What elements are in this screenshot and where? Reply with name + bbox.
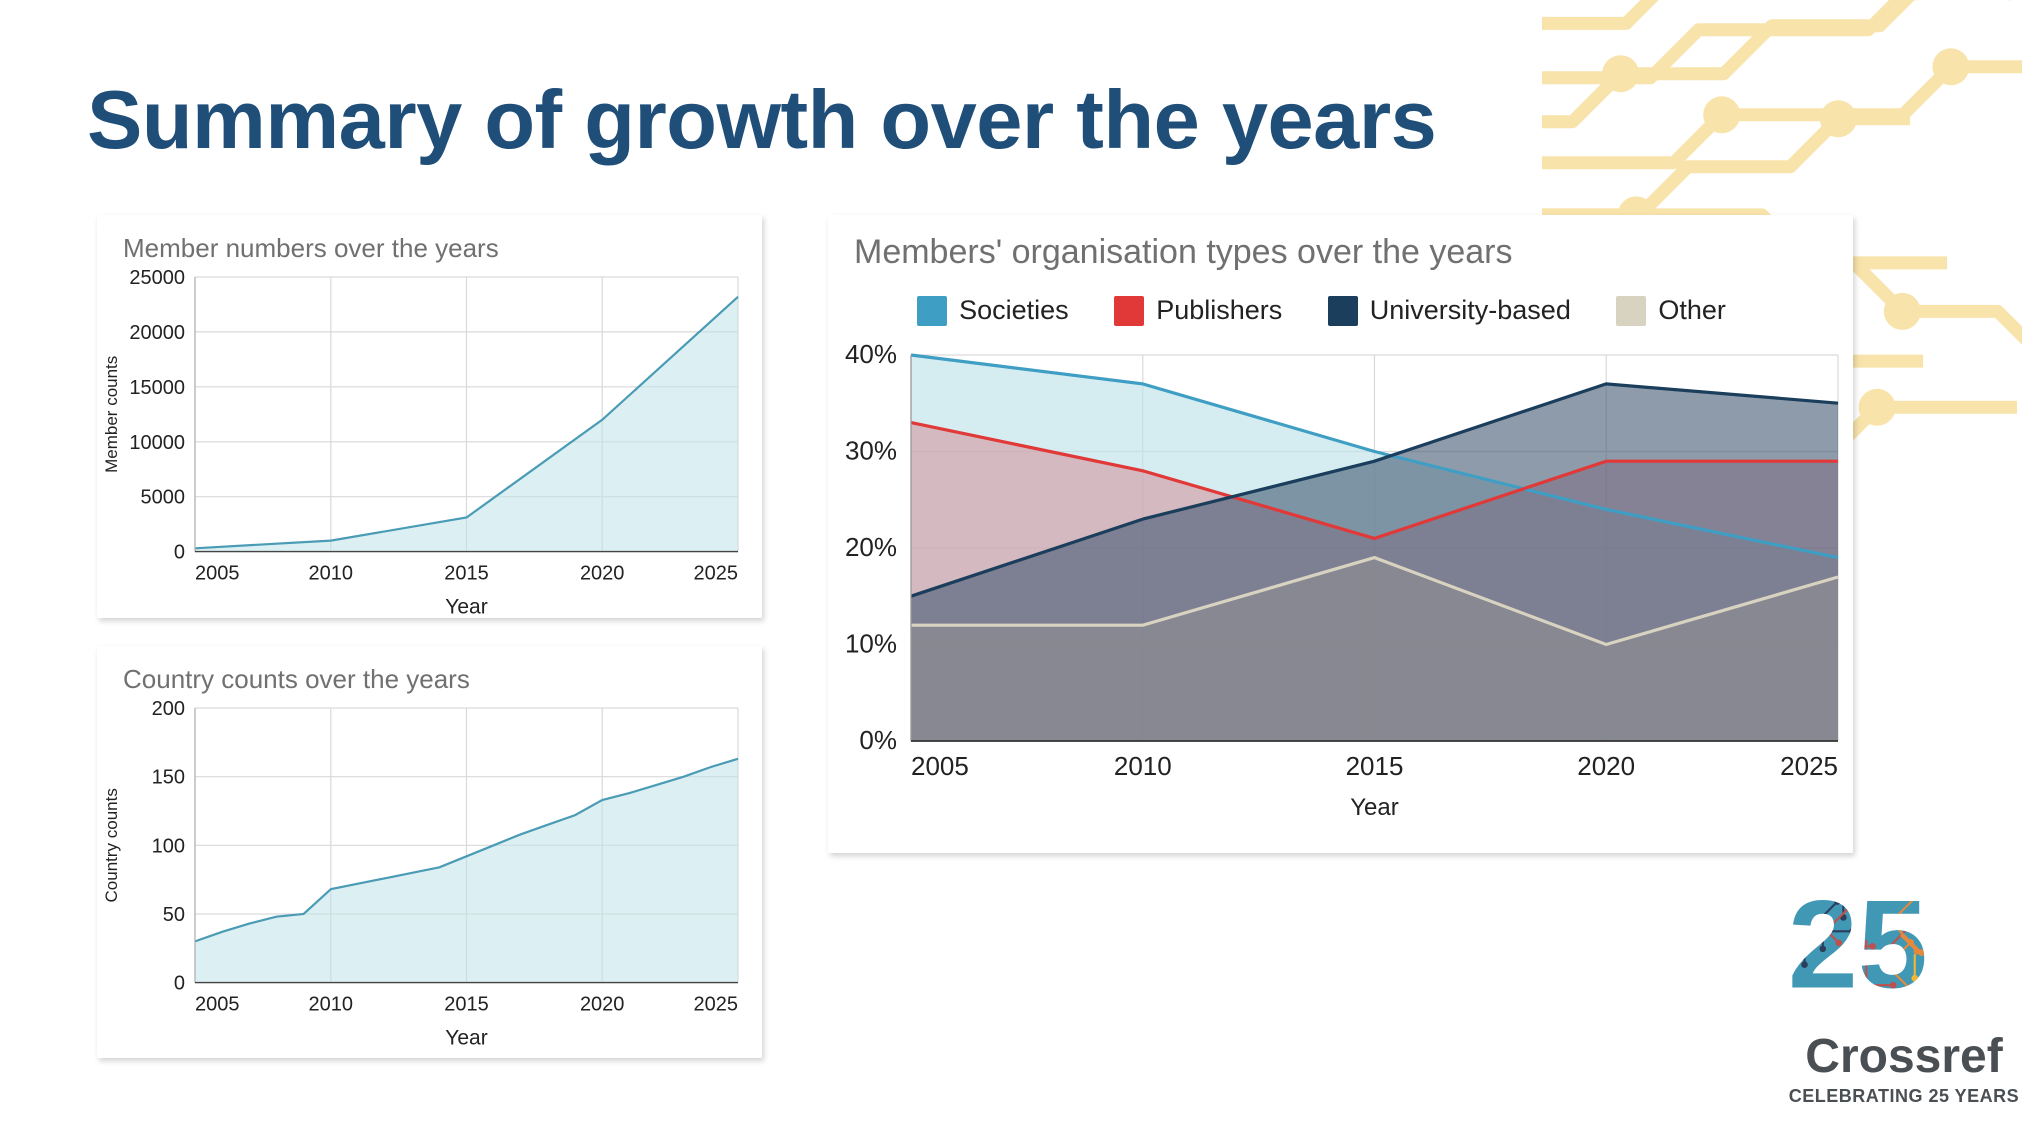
svg-text:0: 0 <box>174 973 185 995</box>
svg-text:2015: 2015 <box>1346 751 1404 781</box>
svg-text:Member counts: Member counts <box>102 356 121 473</box>
svg-text:2020: 2020 <box>580 994 625 1016</box>
svg-text:2010: 2010 <box>309 563 354 585</box>
svg-text:2015: 2015 <box>444 994 489 1016</box>
svg-text:2020: 2020 <box>1577 751 1635 781</box>
svg-text:5000: 5000 <box>141 487 186 509</box>
svg-text:2005: 2005 <box>195 994 240 1016</box>
svg-text:30%: 30% <box>845 436 897 466</box>
svg-text:2005: 2005 <box>911 751 969 781</box>
svg-text:10%: 10% <box>845 629 897 659</box>
svg-text:Year: Year <box>445 1027 487 1050</box>
svg-text:2025: 2025 <box>1780 751 1838 781</box>
svg-text:10000: 10000 <box>129 432 185 454</box>
svg-text:0: 0 <box>174 542 185 564</box>
svg-text:2010: 2010 <box>309 994 354 1016</box>
svg-text:50: 50 <box>163 904 185 926</box>
svg-text:2015: 2015 <box>444 563 489 585</box>
svg-text:2025: 2025 <box>694 563 739 585</box>
svg-text:150: 150 <box>152 767 185 789</box>
svg-text:Year: Year <box>1350 794 1399 821</box>
svg-text:Year: Year <box>445 596 487 618</box>
svg-text:2020: 2020 <box>580 563 625 585</box>
svg-text:25: 25 <box>1788 873 1928 1014</box>
svg-text:40%: 40% <box>845 339 897 369</box>
svg-text:20000: 20000 <box>129 322 185 344</box>
svg-text:2005: 2005 <box>195 563 240 585</box>
svg-text:2010: 2010 <box>1114 751 1172 781</box>
svg-text:2025: 2025 <box>694 994 739 1016</box>
svg-text:100: 100 <box>152 835 185 857</box>
svg-text:20%: 20% <box>845 532 897 562</box>
svg-text:Country counts: Country counts <box>102 788 121 902</box>
svg-text:0%: 0% <box>859 725 897 755</box>
svg-text:25000: 25000 <box>129 267 185 289</box>
svg-text:15000: 15000 <box>129 377 185 399</box>
svg-text:200: 200 <box>152 698 185 720</box>
